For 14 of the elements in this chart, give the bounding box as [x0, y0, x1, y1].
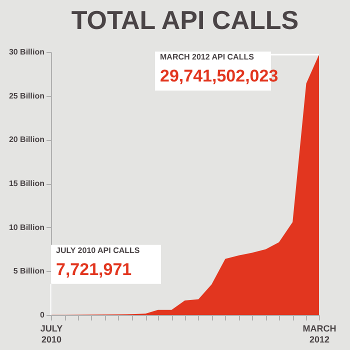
y-tick-label: 20 Billion [8, 135, 45, 144]
y-tick-label: 30 Billion [8, 48, 45, 56]
y-tick-label: 15 Billion [8, 179, 45, 188]
annotation: JULY 2010 API CALLS [56, 246, 140, 255]
x-tick-label: MARCH 2012 [302, 324, 336, 344]
annotation: MARCH 2012 API CALLS [160, 52, 255, 62]
annotation: 7,721,971 [56, 260, 132, 279]
y-tick-label: 5 Billion [13, 266, 45, 276]
annotation: 29,741,502,023 [160, 66, 278, 86]
y-tick-label: 10 Billion [8, 222, 45, 232]
y-tick-label: 0 [40, 310, 46, 320]
chart-title: TOTAL API CALLS [71, 5, 299, 35]
y-tick-label: 25 Billion [8, 91, 45, 100]
x-tick-label: JULY 2010 [40, 324, 63, 344]
